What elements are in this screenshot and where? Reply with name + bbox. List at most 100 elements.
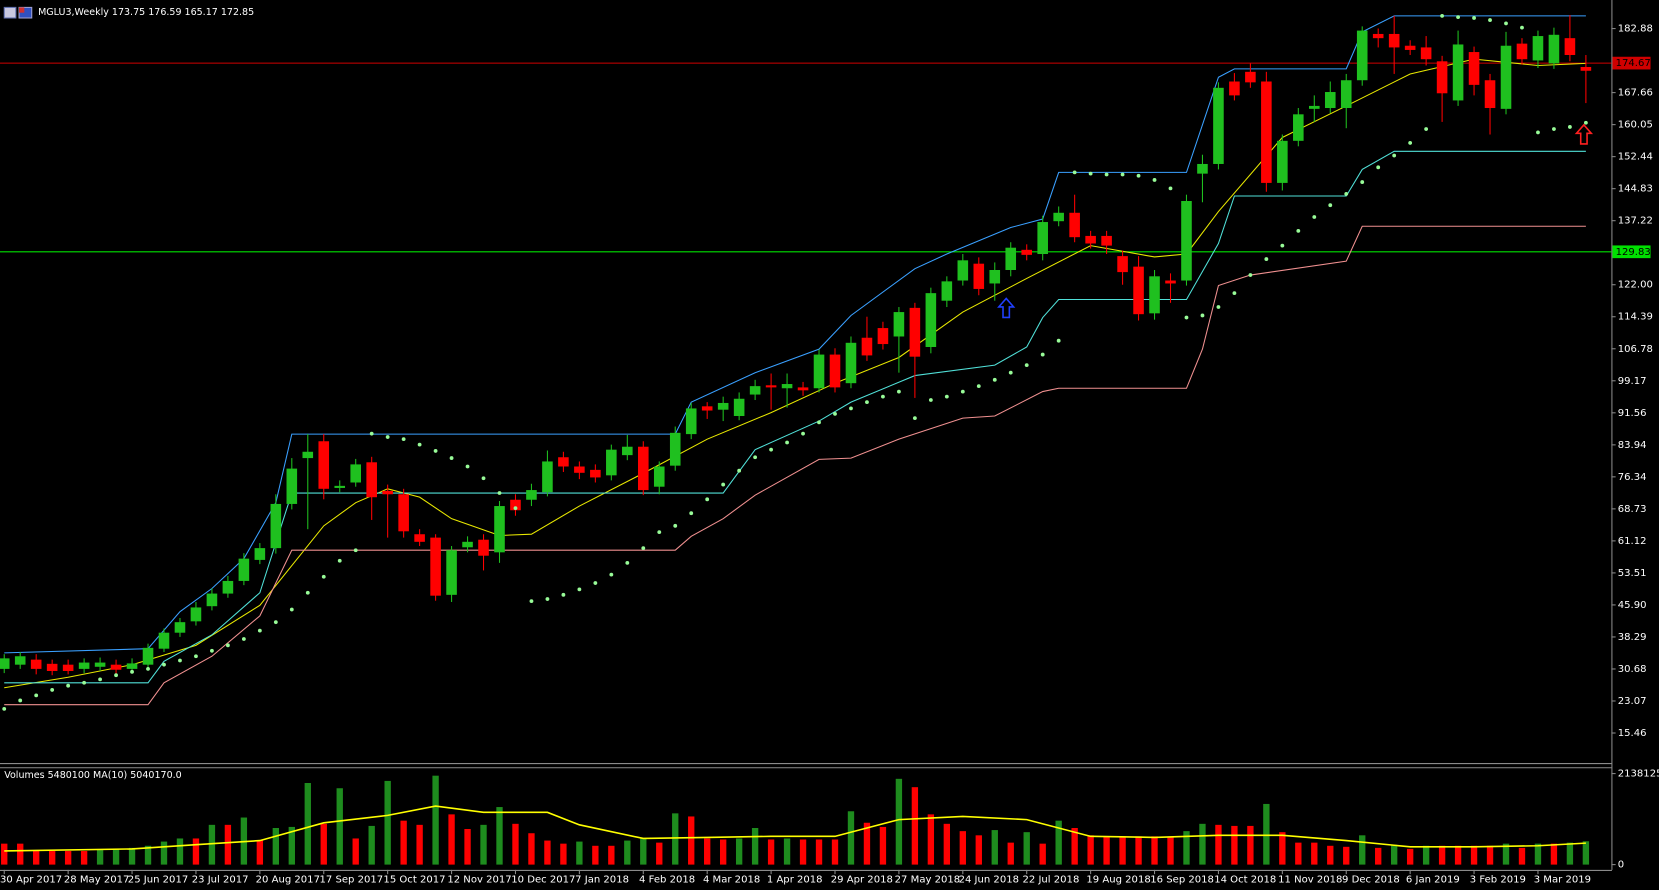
symbol-icons <box>3 6 33 19</box>
candle-body <box>1484 80 1496 109</box>
volume-bar <box>1167 837 1174 865</box>
sar-dot <box>641 546 646 551</box>
candle-body <box>126 663 138 669</box>
sar-dot <box>817 420 821 425</box>
candle-body <box>1149 276 1160 314</box>
volume-bar <box>975 835 982 865</box>
volume-bar <box>1135 836 1142 865</box>
candle-body <box>1564 38 1576 55</box>
sar-dot <box>34 693 39 698</box>
sar-dot <box>1520 25 1524 30</box>
candle-body <box>190 607 202 622</box>
candle-body <box>1181 200 1192 281</box>
sar-dot <box>66 683 71 688</box>
sar-dot <box>1344 191 1349 196</box>
sar-dot <box>1296 228 1301 233</box>
candle-body <box>542 461 553 493</box>
volume-bar <box>176 838 184 865</box>
volume-bar <box>1390 844 1398 865</box>
volume-bar <box>640 838 647 865</box>
sar-dot <box>225 643 230 648</box>
x-tick-label: 10 Dec 2017 <box>511 874 575 885</box>
sar-dot <box>833 411 837 416</box>
sar-dot <box>146 666 150 671</box>
volume-bar <box>1566 842 1574 865</box>
volume-bar <box>208 824 216 865</box>
candle-body <box>270 503 282 549</box>
candle-body <box>1452 44 1464 101</box>
volume-bar <box>112 848 120 865</box>
sar-dot <box>1136 173 1141 178</box>
sar-dot <box>194 654 198 659</box>
volume-bar <box>288 826 295 865</box>
candle-body <box>382 490 393 495</box>
candle-body <box>877 328 889 345</box>
sar-dot <box>321 574 326 579</box>
volume-bar <box>704 838 711 865</box>
y-tick-label: 114.39 <box>1618 312 1653 323</box>
sar-dot <box>369 431 374 436</box>
volume-bar <box>464 829 471 865</box>
y-tick-label: 152.44 <box>1618 152 1653 163</box>
candle-body <box>94 662 106 667</box>
sar-dot <box>1184 315 1189 320</box>
candle-body <box>46 663 58 671</box>
x-tick-label: 1 Apr 2018 <box>767 874 823 885</box>
candle-body <box>1372 33 1384 39</box>
candle-body <box>446 550 457 595</box>
sar-dot <box>801 431 805 436</box>
volume-bar <box>192 838 200 865</box>
x-tick-label: 3 Mar 2019 <box>1534 874 1591 885</box>
sar-dot <box>449 456 454 460</box>
sar-dot <box>1583 120 1588 125</box>
y-tick-label: 38.29 <box>1618 632 1647 643</box>
y-tick-label: 106.78 <box>1618 344 1653 355</box>
candle-body <box>510 499 521 511</box>
volume-bar <box>432 775 439 865</box>
candle-body <box>845 342 857 384</box>
candle-body <box>765 385 777 388</box>
candle-body <box>1293 114 1304 141</box>
sar-dot <box>273 620 278 625</box>
sar-dot <box>1328 203 1333 208</box>
sar-dot <box>625 560 630 565</box>
candle-body <box>350 464 362 483</box>
volume-bar <box>1327 845 1334 865</box>
volume-bar <box>1311 842 1318 865</box>
sar-dot <box>609 572 614 577</box>
volume-bar <box>895 778 903 865</box>
sar-dot <box>1504 21 1508 26</box>
volume-bar <box>1103 836 1110 865</box>
volume-bar <box>416 824 423 865</box>
candle-body <box>1356 30 1368 81</box>
sar-dot <box>130 669 134 674</box>
volume-bar <box>144 845 152 865</box>
volume-bar <box>1438 845 1446 865</box>
y-tick-label: 61.12 <box>1618 536 1647 547</box>
x-tick-label: 27 May 2018 <box>895 874 961 885</box>
volume-bar <box>799 839 807 865</box>
candle-body <box>606 449 617 476</box>
sar-dot <box>1312 215 1317 219</box>
sar-dot <box>897 389 901 394</box>
chart-title: MGLU3,Weekly 173.75 176.59 165.17 172.85 <box>38 7 254 18</box>
candle-body <box>574 466 585 473</box>
sar-dot <box>769 447 774 452</box>
candle-body <box>590 469 601 478</box>
candle-body <box>334 485 346 488</box>
volume-bar <box>927 814 935 865</box>
volume-bar <box>1582 841 1590 865</box>
indicator-line <box>4 150 1586 684</box>
sar-dot <box>944 394 949 399</box>
sar-dot <box>1168 186 1173 191</box>
x-tick-label: 4 Mar 2018 <box>703 874 760 885</box>
x-tick-label: 16 Sep 2018 <box>1150 874 1214 885</box>
candle-body <box>701 406 713 411</box>
volume-bar <box>448 814 455 865</box>
y-tick-label: 144.83 <box>1618 184 1653 195</box>
candle-body <box>1037 222 1048 255</box>
icon <box>19 7 25 13</box>
sar-dot <box>705 497 710 502</box>
signal-arrow <box>1574 123 1594 145</box>
sar-dot <box>881 394 885 399</box>
